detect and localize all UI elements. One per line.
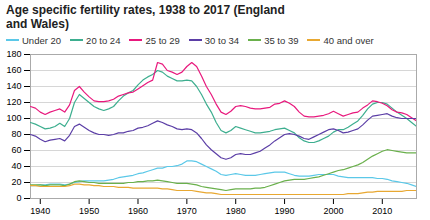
svg-text:1980: 1980 <box>226 206 246 216</box>
svg-text:60: 60 <box>11 145 21 155</box>
html-text:35 to 39: 35 to 39 <box>264 34 299 46</box>
svg-text:40: 40 <box>11 161 21 171</box>
svg-text:2010: 2010 <box>372 206 392 216</box>
svg-text:180: 180 <box>6 49 21 59</box>
html-text:25 to 29: 25 to 29 <box>145 34 180 46</box>
html-text:30 to 34: 30 to 34 <box>204 34 240 46</box>
svg-text:1960: 1960 <box>128 206 148 216</box>
svg-text:1970: 1970 <box>177 206 197 216</box>
html-text:40 and over: 40 and over <box>323 34 374 46</box>
html-text:20 to 24: 20 to 24 <box>86 34 121 46</box>
svg-text:1940: 1940 <box>30 206 50 216</box>
html-text:Under 20: Under 20 <box>22 34 62 46</box>
svg-text:1950: 1950 <box>79 206 99 216</box>
svg-text:20: 20 <box>11 177 21 187</box>
svg-text:1990: 1990 <box>275 206 295 216</box>
svg-text:0: 0 <box>16 193 21 203</box>
svg-text:80: 80 <box>11 129 21 139</box>
svg-text:2000: 2000 <box>323 206 343 216</box>
svg-text:100: 100 <box>6 113 21 123</box>
svg-text:160: 160 <box>6 65 21 75</box>
svg-text:120: 120 <box>6 97 21 107</box>
svg-text:140: 140 <box>6 81 21 91</box>
html-text:Age specific fertility rates,: Age specific fertility rates, 1938 to 20… <box>6 3 285 32</box>
